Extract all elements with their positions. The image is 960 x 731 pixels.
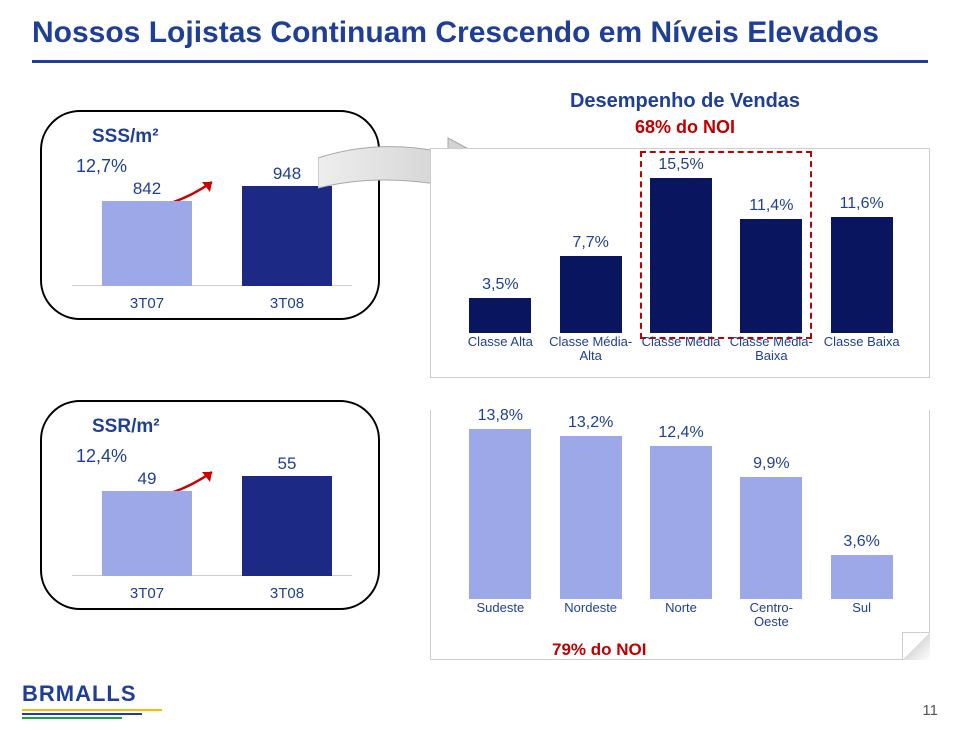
ssr-chart: 49 55 <box>72 446 352 576</box>
region-xlabel: Nordeste <box>546 601 636 615</box>
ssr-label: SSR/m² <box>92 416 160 438</box>
region-xlabel: Sudeste <box>455 601 545 615</box>
sss-bar-value: 842 <box>102 179 192 199</box>
class-chart-box: 3,5%7,7%15,5%11,4%11,6% Classe AltaClass… <box>430 148 930 378</box>
region-bar: 13,8% <box>469 429 531 599</box>
sss-label: SSS/m² <box>92 126 159 148</box>
region-chart-box: 13,8% 13,2% 12,4% 9,9% 3,6% SudesteNordesteN… <box>430 410 930 660</box>
sss-xlabel: 3T08 <box>242 295 332 312</box>
region-bar-value: 9,9% <box>740 455 802 473</box>
region-xlabel: Centro-Oeste <box>726 601 816 630</box>
ssr-bar-value: 55 <box>242 454 332 474</box>
logo-stripes <box>22 709 162 719</box>
noi-bottom-label: 79% do NOI <box>552 640 646 660</box>
page-curl-icon <box>902 632 930 660</box>
logo-stripe <box>22 713 142 715</box>
ssr-xlabel: 3T08 <box>242 585 332 602</box>
logo-text: BRMALLS <box>22 681 137 706</box>
ssr-bar-value: 49 <box>102 469 192 489</box>
logo-stripe <box>22 717 122 719</box>
class-xlabel: Classe Média <box>636 335 726 349</box>
region-bar-value: 12,4% <box>650 424 712 442</box>
ssr-bar: 55 <box>242 476 332 576</box>
noi-highlight-box <box>640 151 812 339</box>
region-bar: 3,6% <box>831 555 893 599</box>
performance-title: Desempenho de Vendas <box>440 90 930 113</box>
brmalls-logo: BRMALLS <box>22 681 162 721</box>
ssr-bar: 49 <box>102 491 192 576</box>
ssr-panel: SSR/m² 12,4% 4955 3T073T08 <box>40 400 380 610</box>
region-xlabel: Norte <box>636 601 726 615</box>
page-title: Nossos Lojistas Continuam Crescendo em N… <box>32 16 928 63</box>
page-number: 11 <box>922 702 938 719</box>
sss-chart: 842948 <box>72 156 352 286</box>
ssr-xlabel: 3T07 <box>102 585 192 602</box>
class-xlabel: Classe Baixa <box>817 335 907 349</box>
region-xlabels: SudesteNordesteNorteCentro-OesteSul <box>441 601 919 641</box>
sss-bar: 842 <box>102 201 192 286</box>
slide-root: Nossos Lojistas Continuam Crescendo em N… <box>0 0 960 731</box>
region-xlabel: Sul <box>817 601 907 615</box>
region-bar-value: 13,8% <box>469 407 531 425</box>
class-xlabel: Classe Média-Baixa <box>726 335 816 364</box>
region-bar-value: 3,6% <box>831 533 893 551</box>
class-xlabel: Classe Média-Alta <box>546 335 636 364</box>
sss-xlabel: 3T07 <box>102 295 192 312</box>
region-bar: 13,2% <box>560 436 622 599</box>
class-chart-area: 3,5%7,7%15,5%11,4%11,6% <box>441 159 919 333</box>
region-chart-area: 13,8% 13,2% 12,4% 9,9% 3,6% <box>441 420 919 599</box>
region-bar: 12,4% <box>650 446 712 599</box>
region-bar: 9,9% <box>740 477 802 599</box>
class-xlabel: Classe Alta <box>455 335 545 349</box>
region-bar-value: 13,2% <box>560 414 622 432</box>
logo-stripe <box>22 709 162 711</box>
class-xlabels: Classe AltaClasse Média-AltaClasse Média… <box>441 335 919 373</box>
